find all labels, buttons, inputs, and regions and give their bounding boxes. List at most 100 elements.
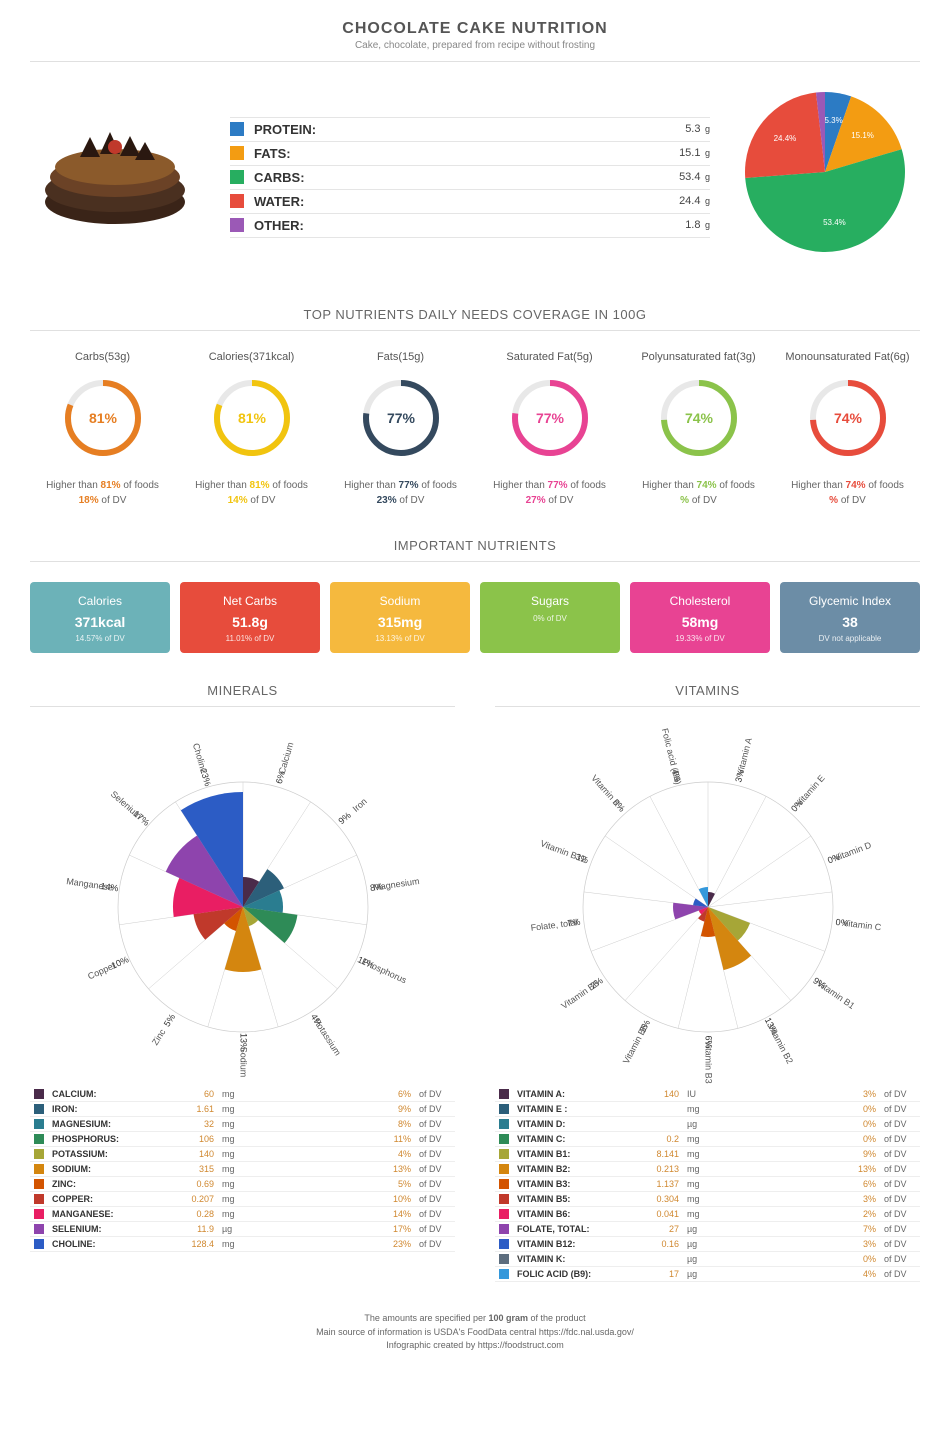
svg-text:74%: 74% [684,410,713,426]
table-row: MAGNESIUM: 32 mg 8% of DV [30,1117,455,1132]
table-row: VITAMIN B6: 0.041 mg 2% of DV [495,1207,920,1222]
vitamins-column: VITAMINS 3%Vitamin A0%Vitamin E0%Vitamin… [495,683,920,1282]
nutrient-dv: 0% [713,1117,880,1132]
nutrient-unit: mg [683,1132,713,1147]
table-row: VITAMIN B2: 0.213 mg 13% of DV [495,1162,920,1177]
svg-text:Sodium: Sodium [238,1047,248,1078]
color-swatch [499,1089,509,1099]
donut-chart: 81% [58,373,148,463]
nutrient-amount [623,1102,683,1117]
nutrient-dv: 13% [248,1162,415,1177]
dv-label: of DV [880,1177,920,1192]
donut-chart: 74% [803,373,893,463]
nutrient-unit: µg [683,1267,713,1282]
section-title-top-nutrients: TOP NUTRIENTS DAILY NEEDS COVERAGE IN 10… [30,307,920,322]
color-swatch [499,1134,509,1144]
svg-text:Vitamin E: Vitamin E [793,773,826,808]
nutrient-name: VITAMIN D: [513,1117,623,1132]
nutrient-name: FOLATE, TOTAL: [513,1222,623,1237]
color-swatch [34,1164,44,1174]
card-subtitle: 11.01% of DV [186,634,314,643]
color-swatch [499,1209,509,1219]
nutrient-unit: mg [218,1192,248,1207]
nutrient-dv: 9% [248,1102,415,1117]
dv-label: of DV [880,1222,920,1237]
nutrient-name: CHOLINE: [48,1237,158,1252]
table-row: FOLIC ACID (B9): 17 µg 4% of DV [495,1267,920,1282]
section-title-important: IMPORTANT NUTRIENTS [30,538,920,553]
dv-label: of DV [880,1132,920,1147]
svg-text:Folic acid (B9): Folic acid (B9) [659,727,682,785]
card-subtitle: 0% of DV [486,614,614,623]
svg-text:Zinc: Zinc [149,1027,167,1047]
macro-label: PROTEIN: [254,122,316,137]
macro-value: 5.3 g [685,123,710,135]
nutrient-unit: mg [218,1177,248,1192]
svg-text:Vitamin B6: Vitamin B6 [559,978,600,1011]
card-value: 38 [786,614,914,630]
card-value: 51.8g [186,614,314,630]
svg-text:Phosphorus: Phosphorus [360,956,408,985]
card-title: Cholesterol [636,594,764,608]
nutrient-unit: mg [218,1117,248,1132]
color-swatch [499,1179,509,1189]
color-swatch [34,1134,44,1144]
color-swatch [34,1239,44,1249]
macro-value: 1.8 g [685,219,710,231]
nutrient-unit: mg [218,1132,248,1147]
macro-pie-chart: 5.3%15.1%53.4%24.4% [740,87,920,267]
nutrient-card: Sodium 315mg 13.13% of DV [330,582,470,653]
divider [30,561,920,562]
svg-text:5%: 5% [161,1012,176,1028]
table-row: COPPER: 0.207 mg 10% of DV [30,1192,455,1207]
donut-item: Carbs(53g) 81% Higher than 81% of foods1… [30,351,175,508]
dv-label: of DV [880,1192,920,1207]
nutrient-name: MANGANESE: [48,1207,158,1222]
nutrient-dv: 11% [248,1132,415,1147]
nutrient-unit: mg [683,1147,713,1162]
divider [30,61,920,62]
nutrient-dv: 2% [713,1207,880,1222]
nutrient-name: VITAMIN A: [513,1087,623,1102]
nutrient-amount: 0.28 [158,1207,218,1222]
table-row: ZINC: 0.69 mg 5% of DV [30,1177,455,1192]
page-subtitle: Cake, chocolate, prepared from recipe wi… [30,40,920,51]
nutrient-name: VITAMIN B6: [513,1207,623,1222]
nutrient-unit: µg [218,1222,248,1237]
card-value: 371kcal [36,614,164,630]
nutrient-name: ZINC: [48,1177,158,1192]
nutrient-dv: 7% [713,1222,880,1237]
color-swatch [34,1149,44,1159]
color-swatch [230,218,244,232]
dv-label: of DV [880,1207,920,1222]
donut-label: Polyunsaturated fat(3g) [626,351,771,363]
donut-chart: 74% [654,373,744,463]
nutrient-amount: 11.9 [158,1222,218,1237]
nutrient-cards: Calories 371kcal 14.57% of DVNet Carbs 5… [30,582,920,653]
card-value: 315mg [336,614,464,630]
table-row: VITAMIN B3: 1.137 mg 6% of DV [495,1177,920,1192]
color-swatch [499,1164,509,1174]
nutrient-amount: 0.2 [623,1132,683,1147]
color-swatch [34,1104,44,1114]
nutrient-name: SODIUM: [48,1162,158,1177]
nutrient-name: PHOSPHORUS: [48,1132,158,1147]
nutrient-amount: 27 [623,1222,683,1237]
nutrient-amount: 0.16 [623,1237,683,1252]
svg-text:81%: 81% [237,410,266,426]
svg-text:Vitamin B1: Vitamin B1 [815,978,856,1011]
dv-label: of DV [415,1117,455,1132]
svg-text:Iron: Iron [350,796,368,814]
nutrient-dv: 23% [248,1237,415,1252]
donut-item: Saturated Fat(5g) 77% Higher than 77% of… [477,351,622,508]
nutrient-name: COPPER: [48,1192,158,1207]
nutrient-dv: 3% [713,1237,880,1252]
dv-label: of DV [880,1237,920,1252]
dv-label: of DV [880,1147,920,1162]
nutrient-dv: 14% [248,1207,415,1222]
table-row: VITAMIN B5: 0.304 mg 3% of DV [495,1192,920,1207]
macro-row: OTHER: 1.8 g [230,213,710,238]
nutrient-amount: 0.207 [158,1192,218,1207]
macro-row: PROTEIN: 5.3 g [230,117,710,141]
nutrient-unit: mg [218,1237,248,1252]
